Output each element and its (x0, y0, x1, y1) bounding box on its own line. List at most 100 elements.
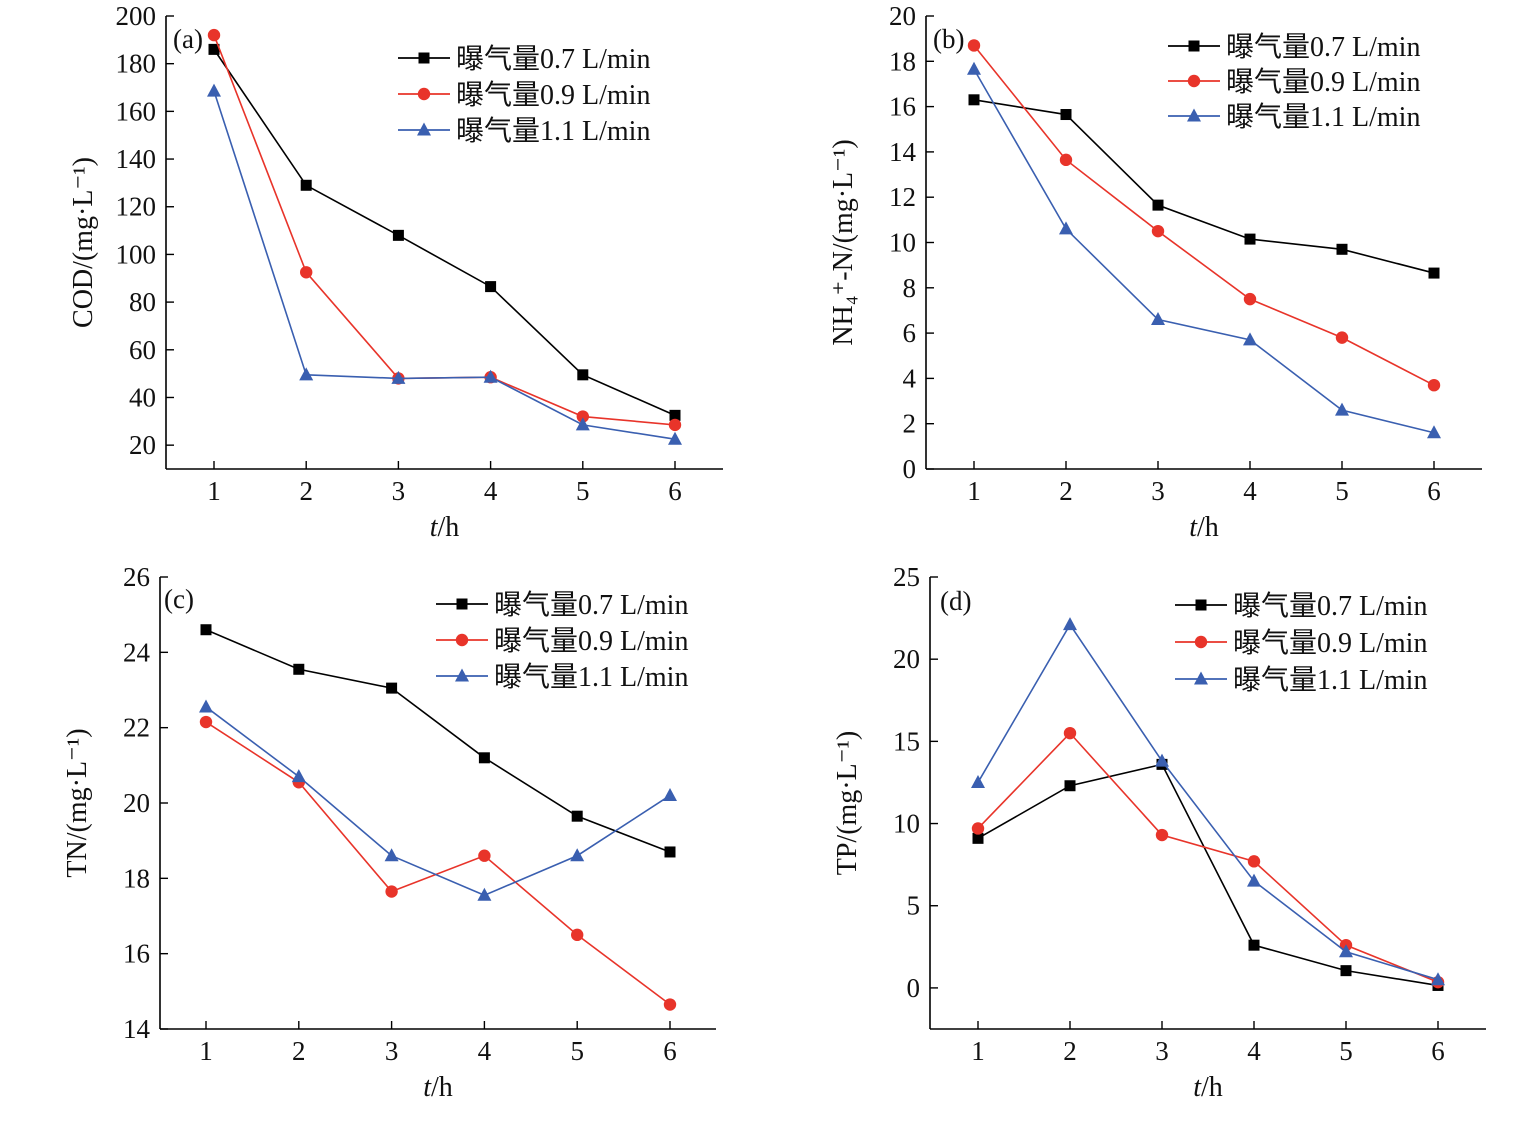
y-tick-label: 16 (889, 92, 916, 122)
data-point (663, 998, 677, 1011)
legend-entry-1: 曝气量0.7 L/min (1175, 590, 1427, 622)
y-tick-label: 10 (893, 809, 920, 839)
y-tick-label: 10 (889, 228, 916, 258)
data-point (291, 769, 306, 783)
legend-entry-3: 曝气量1.1 L/min (398, 115, 650, 147)
data-point (1059, 221, 1073, 235)
y-tick-label: 18 (889, 46, 916, 76)
legend-marker (1195, 599, 1207, 611)
x-tick-label: 5 (1335, 476, 1349, 506)
y-axis-title: TP/(mg·L⁻¹) (832, 731, 863, 875)
x-axis-title: t/h (423, 1072, 453, 1103)
legend-label: 曝气量0.9 L/min (1226, 66, 1420, 98)
legend-entry-1: 曝气量0.7 L/min (436, 589, 688, 621)
data-point (391, 370, 406, 384)
x-tick-label: 4 (1247, 1036, 1261, 1066)
data-point (485, 281, 497, 293)
legend-marker (1194, 671, 1208, 685)
x-tick-label: 1 (207, 476, 221, 506)
data-point (1336, 243, 1348, 255)
y-tick-label: 26 (123, 562, 150, 592)
data-point (577, 369, 589, 381)
legend-marker (1194, 635, 1208, 649)
x-tick-label: 5 (570, 1036, 584, 1066)
data-point (1063, 617, 1077, 631)
legend-label: 曝气量0.7 L/min (1226, 31, 1420, 63)
x-tick-label: 1 (971, 1036, 985, 1066)
data-point (1063, 726, 1077, 740)
panel-label: (c) (164, 584, 194, 614)
legend-marker (455, 633, 469, 647)
y-tick-label: 0 (907, 973, 921, 1003)
series-line-1 (973, 99, 1435, 274)
legend-marker (1187, 108, 1201, 122)
y-tick-label: 5 (907, 891, 921, 921)
data-point (1152, 199, 1164, 211)
data-point (668, 431, 682, 445)
chart-panel-3: 14 16 18 20 22 24 26 1 2 3 4 5 6 t/h TN/(mg·L⁻¹) (c) 曝气量… (62, 562, 716, 1103)
y-tick-label: 25 (893, 562, 920, 592)
x-tick-label: 3 (385, 1036, 399, 1066)
data-point (576, 410, 589, 423)
y-tick-label: 15 (893, 726, 920, 756)
legend-marker (456, 598, 468, 610)
data-point (207, 28, 221, 42)
data-point (669, 409, 681, 421)
y-tick-label: 22 (123, 713, 150, 743)
data-point (1335, 402, 1349, 416)
series-line-3 (977, 623, 1439, 981)
x-tick-label: 2 (292, 1036, 306, 1066)
legend-marker (418, 52, 430, 64)
y-tick-label: 4 (903, 363, 917, 393)
x-tick-label: 3 (1155, 1036, 1169, 1066)
y-tick-label: 14 (889, 137, 917, 167)
legend-marker (417, 87, 431, 101)
legend-marker (417, 122, 431, 136)
y-tick-label: 20 (129, 430, 156, 460)
panel-label: (b) (933, 24, 964, 54)
data-point (1244, 233, 1256, 245)
data-point (199, 699, 213, 713)
chart-panel-1: 20 40 60 80 100 120 140 160 180 200 1 2 3 4 5 6 t/h COD/(… (68, 1, 723, 543)
x-tick-label: 1 (199, 1036, 213, 1066)
legend-label: 曝气量1.1 L/min (494, 661, 688, 693)
series-line-1 (213, 48, 676, 417)
data-point (199, 715, 213, 729)
data-point (1248, 939, 1260, 951)
data-point (1247, 855, 1261, 868)
data-point (1339, 944, 1353, 958)
panel-label: (a) (173, 24, 203, 54)
legend-label: 曝气量0.9 L/min (456, 79, 650, 111)
data-point (664, 846, 676, 858)
data-point (1243, 292, 1257, 306)
legend-label: 曝气量0.9 L/min (1233, 627, 1427, 659)
legend-entry-1: 曝气量0.7 L/min (1168, 31, 1420, 63)
data-point (1335, 331, 1349, 344)
x-tick-label: 6 (668, 476, 682, 506)
legend-label: 曝气量1.1 L/min (1233, 664, 1427, 696)
data-point (575, 417, 590, 431)
data-point (1155, 828, 1169, 842)
y-tick-label: 8 (903, 273, 917, 303)
y-tick-label: 40 (129, 382, 156, 412)
data-point (968, 94, 980, 106)
x-axis-title: t/h (1193, 1072, 1223, 1103)
y-tick-label: 2 (903, 409, 917, 439)
data-point (1060, 109, 1072, 121)
data-point (386, 682, 398, 694)
data-point (668, 418, 682, 432)
y-tick-label: 180 (116, 49, 157, 79)
legend-entry-2: 曝气量0.9 L/min (398, 79, 650, 111)
x-tick-label: 1 (967, 476, 981, 506)
x-tick-label: 4 (1243, 476, 1257, 506)
data-point (392, 229, 404, 241)
y-tick-label: 0 (903, 454, 917, 484)
y-tick-label: 16 (123, 939, 150, 969)
data-point (299, 367, 314, 381)
series-line-1 (205, 628, 671, 853)
data-point (300, 266, 313, 279)
data-point (1427, 378, 1441, 392)
y-tick-label: 200 (116, 1, 157, 31)
